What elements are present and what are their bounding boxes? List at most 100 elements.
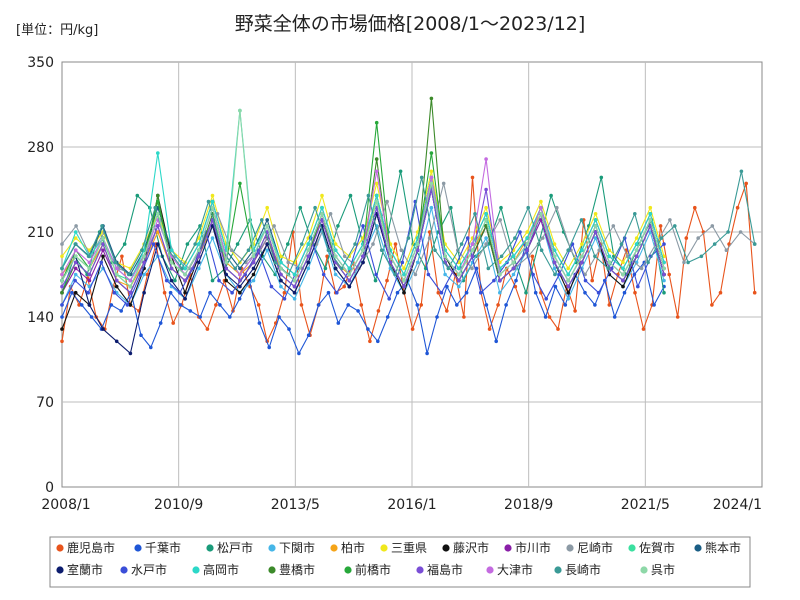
data-point: [217, 278, 221, 283]
legend-marker: [486, 566, 494, 574]
data-point: [173, 278, 177, 283]
data-point: [361, 224, 365, 228]
data-point: [606, 266, 610, 271]
data-point: [333, 254, 338, 259]
data-point: [77, 303, 81, 307]
data-point: [156, 199, 160, 204]
data-point: [443, 272, 447, 277]
data-point: [511, 266, 516, 271]
legend-label: 下関市: [279, 540, 315, 555]
data-point: [433, 248, 437, 252]
data-point: [265, 242, 270, 246]
data-point: [162, 290, 167, 295]
data-point: [484, 212, 488, 216]
legend-marker: [554, 566, 562, 574]
data-point: [668, 218, 672, 222]
legend-item: 下関市: [268, 540, 315, 555]
legend-item: 長崎市: [554, 562, 601, 577]
data-point: [593, 303, 597, 307]
data-point: [335, 290, 339, 295]
data-point: [180, 266, 184, 271]
data-point: [402, 290, 406, 295]
data-point: [169, 248, 174, 252]
data-point: [297, 351, 301, 356]
data-point: [197, 248, 201, 252]
data-point: [511, 272, 516, 277]
data-point: [556, 327, 560, 331]
data-point: [425, 351, 429, 356]
data-point: [246, 248, 251, 252]
data-point: [101, 236, 105, 240]
data-point: [625, 254, 630, 259]
data-point: [183, 278, 187, 283]
legend-item: 柏市: [330, 540, 365, 555]
data-point: [413, 272, 418, 277]
legend-marker: [694, 544, 702, 552]
legend-item: 水戸市: [120, 562, 167, 577]
data-point: [366, 327, 370, 331]
data-point: [427, 236, 432, 240]
data-point: [279, 278, 283, 283]
data-point: [525, 242, 529, 246]
data-point: [658, 224, 663, 228]
data-point: [684, 236, 689, 240]
data-point: [149, 345, 153, 350]
data-point: [353, 242, 357, 246]
data-point: [197, 260, 201, 265]
data-point: [347, 272, 352, 277]
data-point: [224, 260, 228, 265]
data-point: [735, 205, 740, 210]
data-point: [415, 260, 420, 265]
data-point: [286, 242, 290, 246]
data-point: [470, 266, 474, 271]
data-point: [156, 193, 160, 198]
data-point: [479, 290, 483, 295]
data-point: [371, 242, 375, 246]
data-point: [265, 224, 270, 228]
data-point: [86, 254, 91, 259]
legend-item: 呉市: [640, 562, 675, 577]
data-point: [373, 278, 378, 283]
data-point: [486, 266, 491, 271]
data-point: [73, 248, 78, 252]
data-point: [593, 218, 598, 222]
data-point: [101, 254, 105, 259]
x-tick-label: 2013/5: [271, 497, 320, 513]
data-point: [79, 303, 84, 307]
data-point: [465, 236, 470, 240]
data-point: [580, 248, 584, 252]
data-point: [73, 254, 78, 259]
data-point: [183, 290, 187, 295]
legend-label: 鹿児島市: [67, 540, 115, 555]
y-axis-ticks: 0 70 140 210 280 350: [27, 55, 54, 496]
data-point: [464, 290, 469, 295]
data-point: [279, 272, 283, 277]
legend-item: 福島市: [416, 562, 463, 577]
data-point: [484, 205, 488, 210]
data-point: [662, 266, 666, 271]
data-point: [100, 224, 104, 228]
data-point: [429, 96, 434, 101]
data-point: [457, 284, 461, 289]
data-point: [696, 236, 700, 240]
data-point: [183, 297, 187, 301]
data-point: [385, 315, 390, 319]
data-point: [675, 315, 680, 319]
legend-item: 佐賀市: [628, 540, 675, 555]
data-point: [336, 321, 341, 325]
data-point: [470, 175, 475, 180]
data-point: [109, 303, 114, 307]
data-point: [514, 278, 518, 283]
data-point: [60, 266, 64, 271]
legend-marker: [192, 566, 200, 574]
data-point: [374, 157, 379, 161]
data-point: [593, 236, 598, 240]
data-point: [593, 230, 598, 234]
data-point: [583, 290, 587, 295]
data-point: [238, 108, 242, 113]
data-point: [73, 242, 78, 246]
data-point: [140, 248, 144, 252]
data-point: [566, 266, 570, 271]
data-point: [87, 272, 92, 277]
